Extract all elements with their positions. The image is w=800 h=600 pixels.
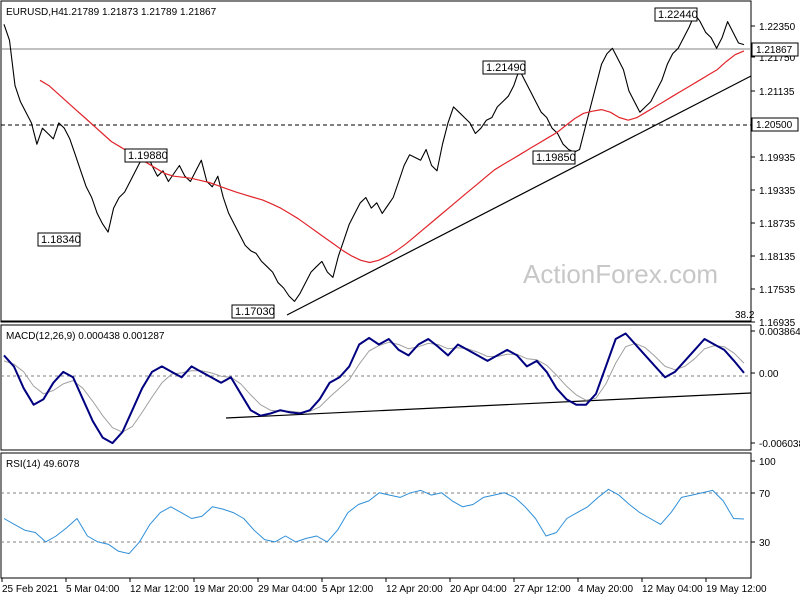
time-tick-label: 27 Apr 12:00 — [514, 584, 571, 595]
fib-label: 38.2 — [735, 310, 755, 321]
price-annotations: 1.18340 1.19880 1.17030 1.21490 1.19850 1.224… — [37, 7, 698, 319]
macd-tick-label: -0.006038 — [759, 439, 800, 450]
price-annotation: 1.17030 — [231, 304, 275, 319]
time-tick-label: 12 May 04:00 — [642, 584, 703, 595]
time-tick-label: 12 Mar 12:00 — [130, 584, 189, 595]
price-header: EURUSD,H4 1.21789 1.21873 1.21789 1.2186… — [6, 7, 217, 18]
price-annotation-box — [124, 148, 168, 163]
time-tick-label: 5 Mar 04:00 — [66, 584, 120, 595]
macd-tick-label: 0.003864 — [759, 327, 800, 338]
rsi-axis: 100 70 30 — [751, 457, 776, 549]
moving-average-series — [39, 50, 745, 264]
macd-signal-line — [3, 341, 745, 433]
price-annotation: 1.18340 — [37, 232, 81, 247]
time-axis: 25 Feb 2021 5 Mar 04:00 12 Mar 12:00 19 Mar… — [1, 578, 767, 595]
price-annotation-box — [532, 150, 576, 165]
macd-series — [3, 332, 745, 445]
time-tick-label: 25 Feb 2021 — [2, 584, 59, 595]
price-annotation-box — [37, 232, 81, 247]
time-tick-label: 20 Apr 04:00 — [450, 584, 507, 595]
rsi-line — [3, 488, 745, 555]
time-tick-label: 12 Apr 20:00 — [386, 584, 443, 595]
price-annotation-text: 1.22440 — [658, 9, 698, 21]
price-annotation-text: 1.17030 — [235, 306, 275, 318]
time-tick-label: 19 Mar 20:00 — [194, 584, 253, 595]
price-annotation-text: 1.18340 — [41, 234, 81, 246]
support-trendline — [286, 75, 752, 316]
price-annotation-text: 1.19850 — [536, 152, 576, 164]
high-value: 1.21873 — [102, 7, 139, 18]
macd-trendline — [225, 392, 752, 419]
current-price-tag-text: 1.21867 — [756, 45, 793, 56]
price-tick-label: 1.21750 — [759, 53, 796, 64]
price-series — [3, 13, 745, 302]
current-price-tag-box — [751, 42, 799, 57]
price-tick-label: 1.17535 — [759, 285, 796, 296]
price-annotation-box — [654, 7, 698, 22]
macd-tick-label: 0.00 — [759, 369, 779, 380]
price-axis: 1.223501.217501.211351.205351.199351.193… — [751, 22, 799, 329]
symbol-label: EURUSD,H4 — [6, 7, 64, 18]
price-annotation-text: 1.21490 — [486, 62, 526, 74]
ma-line — [39, 50, 745, 264]
price-annotation-box — [231, 304, 275, 319]
price-tick-label: 1.22350 — [759, 22, 796, 33]
low-value: 1.21789 — [141, 7, 178, 18]
time-tick-label: 19 May 12:00 — [706, 584, 767, 595]
level-price-tag-box — [751, 117, 799, 132]
rsi-tick-label: 70 — [759, 489, 771, 500]
rsi-series — [3, 488, 745, 555]
price-annotation-box — [482, 60, 526, 75]
time-tick-label: 29 Mar 04:00 — [258, 584, 317, 595]
macd-axis: 0.003864 0.00 -0.006038 — [751, 327, 800, 450]
time-tick-label: 5 Apr 12:00 — [322, 584, 374, 595]
macd-title: MACD(12,26,9) 0.000438 0.001287 — [6, 331, 165, 342]
price-annotation: 1.22440 — [654, 7, 698, 22]
price-tick-label: 1.18735 — [759, 219, 796, 230]
open-value: 1.21789 — [63, 7, 100, 18]
time-tick-label: 4 May 20:00 — [578, 584, 633, 595]
level-price-tag: 1.20500 — [751, 117, 799, 132]
current-price-tag: 1.21867 — [751, 42, 799, 57]
price-tick-label: 1.19935 — [759, 153, 796, 164]
price-tick-label: 1.19335 — [759, 186, 796, 197]
price-annotation: 1.19850 — [532, 150, 576, 165]
price-annotation: 1.19880 — [124, 148, 168, 163]
macd-panel — [0, 324, 752, 451]
rsi-tick-label: 30 — [759, 538, 771, 549]
rsi-title: RSI(14) 49.6078 — [6, 459, 80, 470]
close-value: 1.21867 — [180, 7, 217, 18]
price-tick-label: 1.21135 — [759, 87, 795, 98]
rsi-panel — [0, 452, 752, 579]
level-price-tag-text: 1.20500 — [756, 120, 793, 131]
watermark: ActionForex.com — [523, 259, 718, 289]
price-tick-label: 1.18135 — [759, 252, 796, 263]
price-annotation: 1.21490 — [482, 60, 526, 75]
rsi-tick-label: 100 — [759, 457, 776, 468]
price-tick-label: 1.16935 — [759, 318, 796, 329]
price-line — [3, 13, 745, 302]
macd-main-line — [3, 332, 745, 445]
price-annotation-text: 1.19880 — [128, 150, 168, 162]
